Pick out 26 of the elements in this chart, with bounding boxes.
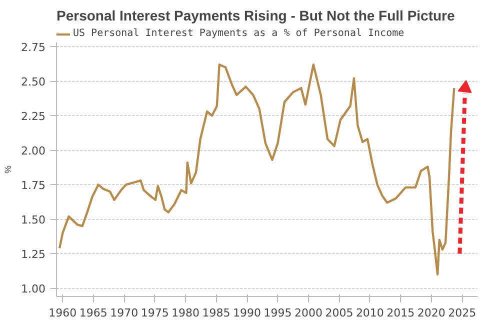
x-tick-label: 2025 [448, 306, 476, 320]
y-tick-label: 2.75 [21, 41, 46, 54]
text: US Personal Interest Payments as a % of Personal Income [73, 28, 404, 39]
y-axis-title: % [3, 165, 14, 174]
y-tick-label: 2.00 [21, 144, 46, 158]
y-tick-label: 1.50 [21, 214, 46, 227]
x-tick-label: 2020 [417, 306, 446, 320]
x-tick-label: 1975 [140, 306, 169, 320]
x-tick-label: 1960 [48, 306, 77, 320]
chart-title: Personal Interest Payments Rising - But Not the Full Picture [56, 8, 456, 24]
x-tick-label: 1985 [202, 306, 230, 320]
y-tick-label: 1.75 [21, 179, 46, 192]
y-tick-label: 1.25 [21, 248, 46, 262]
y-tick-label: 1.00 [21, 282, 46, 296]
x-tick-label: 1980 [172, 306, 200, 320]
x-tick-label: 1995 [264, 306, 292, 320]
x-tick-label: 1970 [110, 306, 138, 320]
y-tick-label: 2.50 [21, 76, 46, 89]
x-tick-label: 2010 [356, 306, 384, 320]
x-tick-label: 2000 [294, 306, 322, 320]
x-tick-label: 2005 [325, 306, 354, 320]
line-series [58, 63, 456, 276]
y-tick-label: 2.25 [21, 110, 46, 124]
x-tick-label: 1990 [233, 306, 262, 320]
x-tick-label: 1965 [79, 306, 108, 320]
x-tick-label: 2015 [386, 306, 415, 320]
